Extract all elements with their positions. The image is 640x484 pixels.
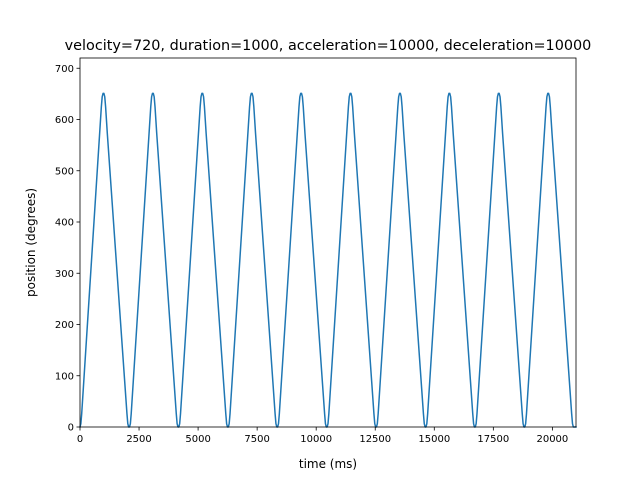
x-tick-label: 0 <box>77 434 83 445</box>
y-tick-label: 100 <box>55 371 74 382</box>
y-tick-label: 200 <box>55 320 74 331</box>
chart-title: velocity=720, duration=1000, acceleratio… <box>65 38 592 54</box>
y-tick-label: 400 <box>55 218 74 229</box>
y-tick-label: 600 <box>55 115 74 126</box>
x-tick-label: 15000 <box>418 434 450 445</box>
y-axis-label: position (degrees) <box>24 188 38 297</box>
x-tick-label: 17500 <box>477 434 509 445</box>
x-axis-label: time (ms) <box>299 457 357 471</box>
x-tick-label: 12500 <box>359 434 391 445</box>
x-tick-label: 10000 <box>300 434 332 445</box>
plot-area-frame <box>79 57 577 428</box>
series-line <box>79 92 577 428</box>
y-axis-ticks: 0 100 200 300 400 500 600 700 <box>55 64 80 434</box>
y-tick-label: 500 <box>55 166 74 177</box>
x-tick-label: 20000 <box>536 434 568 445</box>
x-tick-label: 2500 <box>126 434 151 445</box>
x-tick-label: 7500 <box>244 434 269 445</box>
y-tick-label: 300 <box>55 269 74 280</box>
x-tick-label: 5000 <box>185 434 210 445</box>
series-layer <box>79 92 577 428</box>
y-tick-label: 700 <box>55 64 74 75</box>
x-axis-ticks: 0 2500 5000 7500 10000 12500 15000 17500 20000 <box>77 427 568 445</box>
y-tick-label: 0 <box>68 423 74 434</box>
